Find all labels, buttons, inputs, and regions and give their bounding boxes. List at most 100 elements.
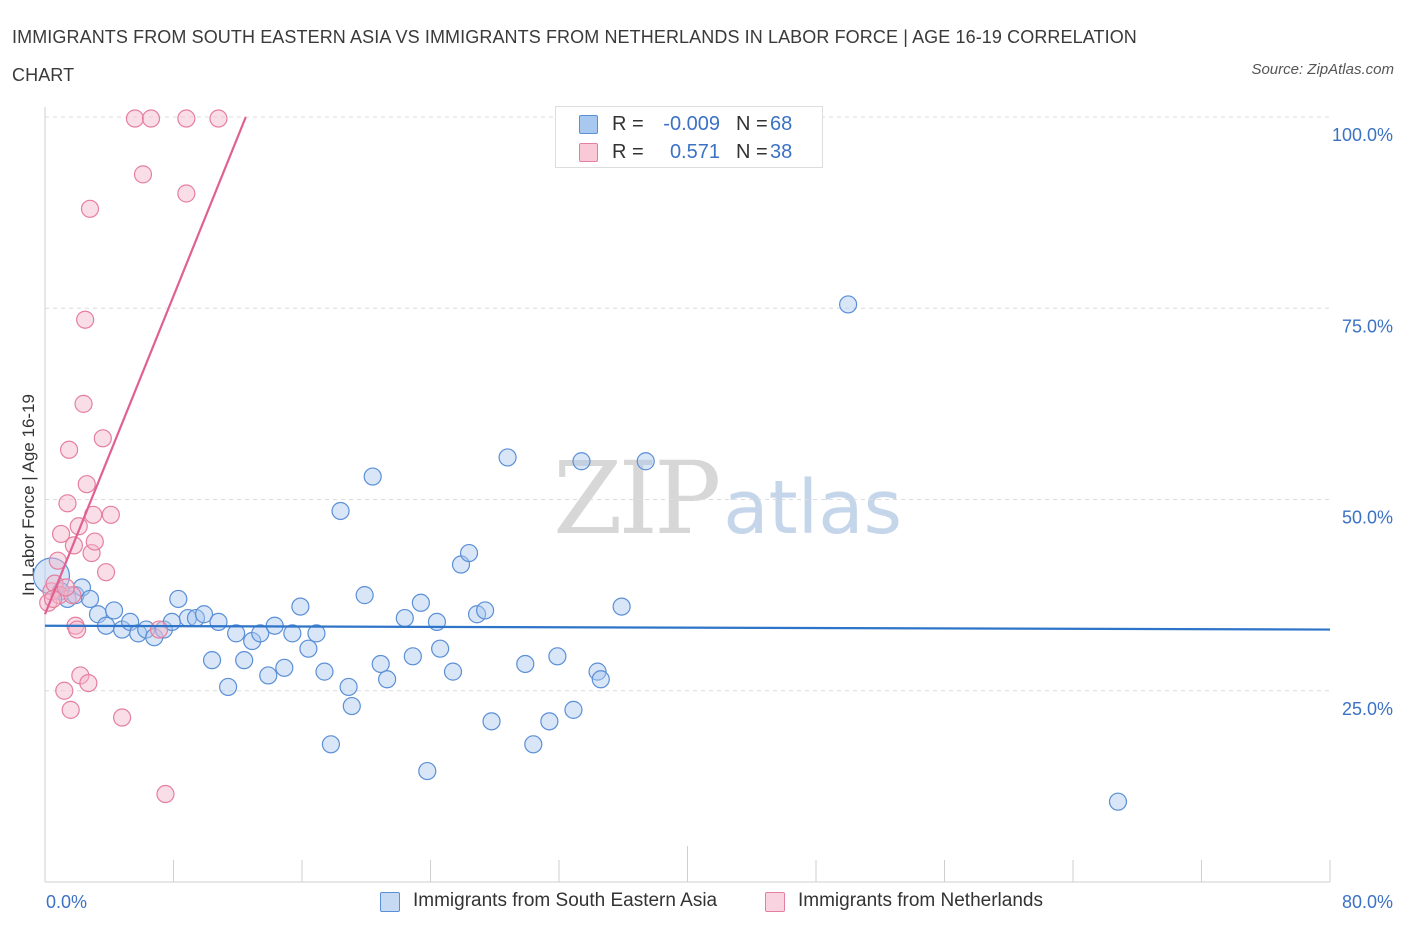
y-tick-label: 50.0% [1342, 508, 1393, 528]
pink-swatch [765, 892, 785, 912]
point-south-eastern-asia [299, 639, 318, 658]
point-south-eastern-asia [363, 467, 382, 486]
point-netherlands [96, 563, 116, 582]
point-south-eastern-asia [251, 624, 270, 643]
point-south-eastern-asia [283, 624, 302, 643]
y-tick-label: 75.0% [1342, 316, 1393, 336]
y-tick-label: 100.0% [1332, 125, 1393, 145]
source-credit: Source: ZipAtlas.com [1251, 61, 1394, 78]
point-netherlands [55, 681, 74, 700]
point-south-eastern-asia [259, 666, 278, 685]
point-netherlands [101, 505, 120, 524]
point-netherlands [133, 165, 153, 184]
point-netherlands [85, 532, 104, 551]
point-netherlands [68, 620, 87, 639]
point-south-eastern-asia [431, 639, 450, 658]
point-netherlands [59, 440, 79, 459]
n-value: 68 [770, 113, 793, 135]
point-south-eastern-asia [342, 696, 361, 716]
point-south-eastern-asia [839, 295, 858, 314]
point-netherlands [177, 109, 196, 128]
point-south-eastern-asia [235, 651, 254, 670]
point-south-eastern-asia [516, 654, 535, 674]
legend-label: Immigrants from Netherlands [798, 890, 1043, 911]
point-south-eastern-asia [227, 624, 246, 643]
point-netherlands [56, 578, 75, 597]
point-south-eastern-asia [202, 651, 222, 670]
point-netherlands [58, 494, 77, 513]
series-legend: Immigrants from South Eastern Asia Immig… [0, 889, 1406, 917]
point-south-eastern-asia [315, 662, 334, 681]
point-south-eastern-asia [612, 597, 631, 616]
watermark-atlas: atlas [723, 465, 903, 551]
trendline-netherlands [43, 116, 247, 615]
point-south-eastern-asia [395, 608, 414, 628]
r-value: -0.009 [663, 113, 720, 135]
point-netherlands [80, 199, 100, 218]
point-south-eastern-asia [194, 605, 214, 624]
point-netherlands [149, 620, 169, 639]
point-netherlands [76, 310, 95, 329]
point-south-eastern-asia [275, 658, 294, 677]
point-south-eastern-asia [498, 448, 517, 467]
point-south-eastern-asia [339, 677, 358, 697]
point-netherlands [125, 109, 145, 128]
point-south-eastern-asia [378, 670, 397, 689]
point-netherlands [82, 543, 101, 563]
n-label: N = [736, 141, 768, 163]
point-south-eastern-asia [291, 597, 310, 616]
point-south-eastern-asia [540, 712, 559, 731]
point-south-eastern-asia [459, 543, 479, 563]
point-netherlands [77, 475, 96, 494]
legend-label: Immigrants from South Eastern Asia [413, 890, 718, 911]
point-south-eastern-asia [307, 624, 326, 643]
r-value: 0.571 [669, 141, 720, 163]
point-south-eastern-asia [80, 589, 100, 609]
point-netherlands [177, 184, 196, 203]
point-south-eastern-asia [219, 677, 238, 697]
point-south-eastern-asia [104, 601, 124, 620]
legend-row-pink: R = 0.571 N = 38 [556, 139, 822, 167]
point-south-eastern-asia [476, 601, 495, 620]
x-tick-label: 80.0% [1342, 892, 1393, 912]
point-south-eastern-asia [209, 612, 228, 632]
point-south-eastern-asia [572, 452, 591, 471]
point-south-eastern-asia [169, 589, 188, 609]
chart-title: IMMIGRANTS FROM SOUTH EASTERN ASIA VS IM… [12, 27, 1137, 85]
point-south-eastern-asia [321, 735, 341, 754]
point-netherlands [51, 524, 71, 544]
point-south-eastern-asia [524, 735, 543, 754]
point-south-eastern-asia [548, 647, 567, 666]
point-netherlands [112, 708, 132, 727]
y-axis-label: In Labor Force | Age 16-19 [19, 394, 38, 596]
blue-swatch [380, 892, 400, 912]
blue-swatch [579, 115, 598, 134]
point-south-eastern-asia [331, 501, 350, 521]
y-tick-label: 25.0% [1342, 699, 1393, 719]
point-netherlands [61, 700, 80, 719]
point-south-eastern-asia [1108, 792, 1128, 811]
point-south-eastern-asia [591, 670, 610, 689]
point-south-eastern-asia [403, 647, 422, 666]
point-netherlands [141, 109, 161, 128]
point-netherlands [74, 394, 93, 413]
r-label: R = [612, 141, 644, 163]
point-south-eastern-asia [564, 700, 583, 719]
point-south-eastern-asia [482, 712, 501, 731]
x-tick-label: 0.0% [46, 892, 87, 912]
correlation-legend: R = -0.009 N = 68 R = 0.571 N = 38 [555, 106, 823, 168]
r-label: R = [612, 113, 644, 135]
point-netherlands [93, 429, 112, 448]
point-south-eastern-asia [371, 654, 390, 674]
trendline-south-eastern-asia [44, 624, 1331, 631]
point-south-eastern-asia [418, 761, 437, 781]
point-south-eastern-asia [411, 593, 430, 612]
point-south-eastern-asia [355, 586, 374, 605]
n-label: N = [736, 113, 768, 135]
pink-swatch [579, 143, 598, 162]
point-netherlands [156, 784, 175, 804]
legend-row-blue: R = -0.009 N = 68 [556, 111, 822, 139]
point-south-eastern-asia [443, 662, 463, 681]
point-netherlands [209, 109, 228, 128]
